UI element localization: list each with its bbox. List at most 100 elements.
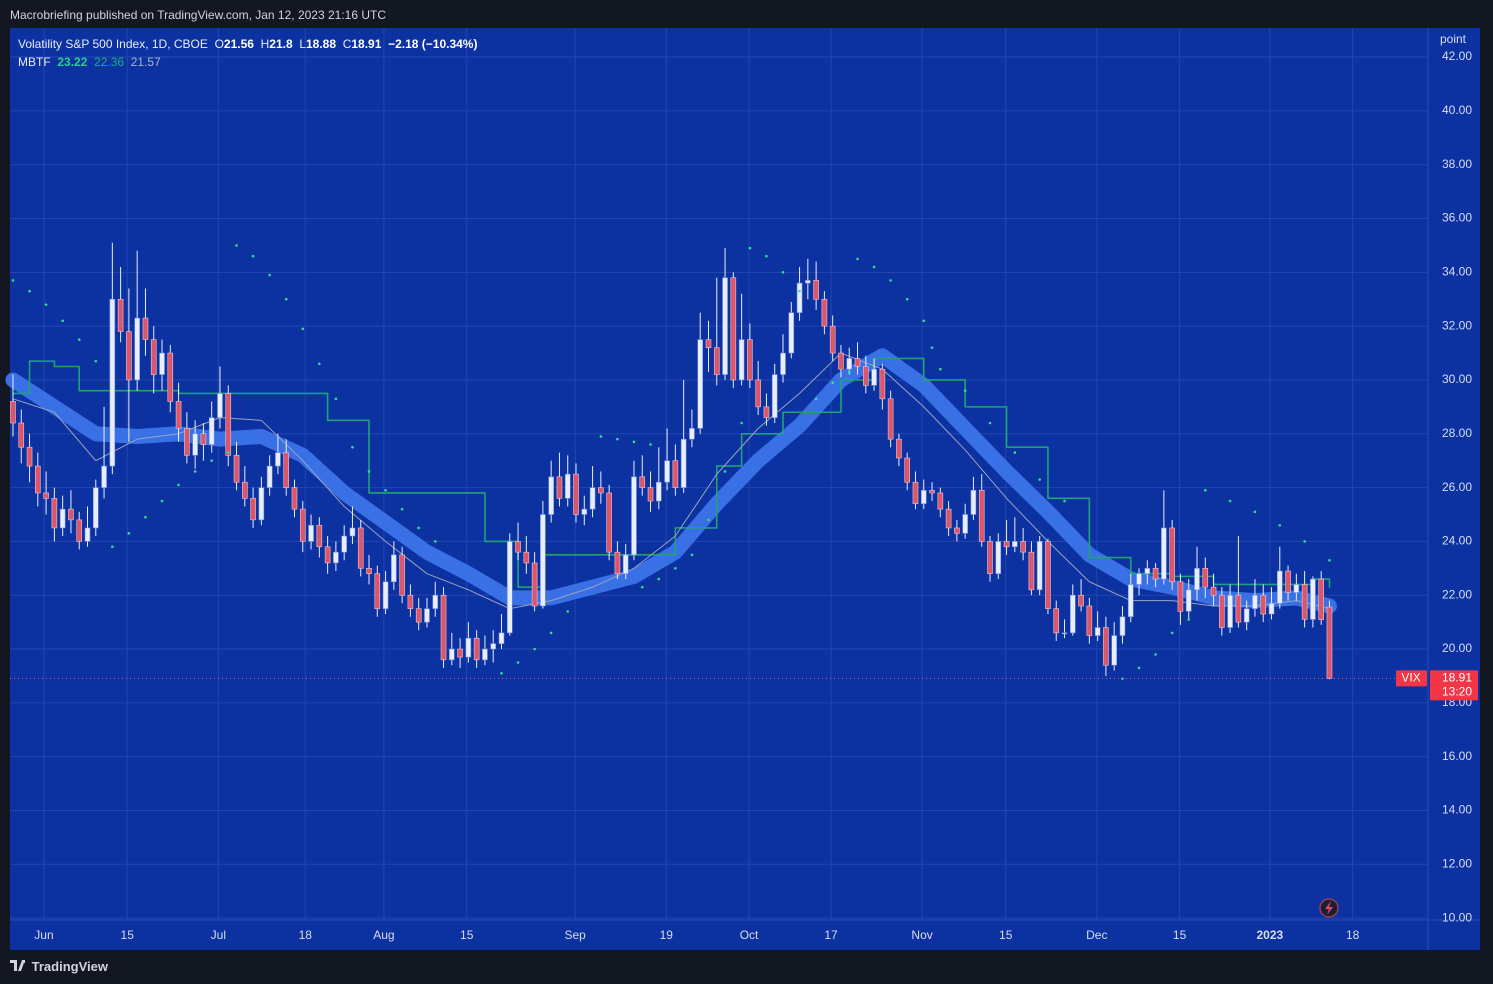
candle-body — [1194, 568, 1200, 591]
y-tick-label: 16.00 — [1442, 749, 1472, 763]
sar-dot — [144, 515, 147, 519]
sar-dot — [1253, 510, 1257, 514]
candle-body — [540, 514, 546, 607]
sar-dot — [1187, 618, 1191, 621]
symbol-badge — [1396, 670, 1427, 687]
candle-body — [954, 527, 960, 534]
candle-body — [1293, 584, 1300, 593]
alert-icon-bolt — [1325, 901, 1333, 915]
axes: 10.0012.0014.0016.0018.0020.0022.0024.00… — [34, 49, 1472, 942]
candle-body — [1020, 541, 1026, 553]
sar-dot — [127, 532, 131, 535]
sar-dot — [748, 246, 752, 250]
candle-body — [631, 476, 637, 556]
candle-body — [1185, 589, 1192, 612]
candle-body — [208, 417, 215, 445]
candle-body — [1119, 616, 1126, 636]
candle-body — [763, 406, 770, 418]
candle-body — [904, 457, 911, 483]
chart-background — [10, 28, 1480, 950]
candle-body — [680, 438, 687, 488]
candle-body — [589, 487, 596, 510]
sar-dot — [210, 459, 213, 462]
brand-logo[interactable]: TradingView — [10, 959, 108, 974]
ohlc-letter: O — [214, 37, 224, 51]
candle-body — [1268, 602, 1275, 615]
candle-body — [647, 487, 654, 502]
candle-body — [68, 508, 74, 521]
candle-body — [863, 366, 869, 386]
candle-body — [391, 554, 397, 583]
candle-body — [523, 551, 530, 564]
sar-dot — [516, 661, 520, 664]
x-tick-label: Dec — [1086, 928, 1107, 942]
candle-body — [937, 492, 944, 510]
candle-body — [556, 476, 563, 499]
legend: Volatility S&P 500 Index, 1D, CBOE O21.5… — [18, 35, 477, 71]
candle-body — [1103, 627, 1109, 666]
sar-dot — [111, 545, 114, 549]
candle-body — [324, 546, 331, 564]
candle-body — [1310, 578, 1316, 620]
sar-dot — [318, 362, 321, 366]
candle-body — [76, 519, 83, 542]
symbol-label: VIX — [1401, 671, 1420, 685]
candle-body — [1003, 541, 1010, 548]
candle-body — [366, 568, 372, 574]
ohlc-letter: H — [260, 37, 270, 51]
candle-body — [598, 487, 604, 494]
sar-dot — [28, 289, 31, 293]
candle-body — [722, 277, 728, 375]
candle-body — [341, 535, 347, 553]
candle-body — [1260, 594, 1267, 615]
candle-body — [126, 331, 132, 381]
sar-dot — [1278, 523, 1282, 527]
indicator-name: MBTF — [18, 55, 51, 69]
candle-body — [84, 527, 91, 542]
candle-body — [1227, 594, 1233, 628]
sar-dot — [301, 327, 305, 331]
candle-body — [805, 280, 811, 284]
candle-body — [945, 508, 952, 529]
sar-dot — [367, 470, 371, 473]
sar-dot — [707, 518, 710, 522]
sar-dot — [433, 540, 437, 543]
candle-body — [747, 339, 753, 381]
sar-dot — [674, 567, 677, 570]
sar-dot — [939, 367, 942, 371]
sar-dot — [856, 257, 859, 261]
brand-name: TradingView — [31, 959, 108, 974]
y-tick-label: 28.00 — [1442, 426, 1472, 440]
y-tick-label: 12.00 — [1442, 856, 1472, 870]
candle-body — [515, 541, 521, 553]
sar-dot — [1137, 666, 1141, 670]
x-tick-label: Sep — [565, 928, 587, 942]
sar-dot — [599, 435, 603, 438]
open-value: 21.56 — [223, 37, 254, 51]
sar-dot — [690, 553, 694, 557]
y-tick-label: 20.00 — [1442, 641, 1472, 655]
candle-body — [225, 393, 232, 456]
candle-body — [614, 551, 621, 574]
y-tick-label: 36.00 — [1442, 211, 1472, 225]
candle-body — [399, 554, 405, 596]
candle-body — [738, 339, 745, 381]
candle-body — [1169, 527, 1175, 583]
y-tick-label: 24.00 — [1442, 534, 1472, 548]
sar-dot — [1038, 478, 1041, 481]
candle-body — [449, 648, 455, 661]
candle-body — [159, 352, 165, 375]
candle-body — [457, 648, 463, 658]
candle-body — [871, 368, 877, 386]
candle-body — [134, 317, 140, 381]
sar-dot — [177, 483, 180, 487]
candle-body — [548, 476, 554, 515]
sar-dot — [847, 370, 851, 374]
x-tick-label: 18 — [1346, 928, 1360, 942]
sar-dot — [251, 254, 255, 258]
candle-body — [697, 339, 704, 429]
candle-body — [192, 433, 198, 456]
candle-body — [10, 401, 16, 424]
candle-body — [1161, 527, 1167, 580]
